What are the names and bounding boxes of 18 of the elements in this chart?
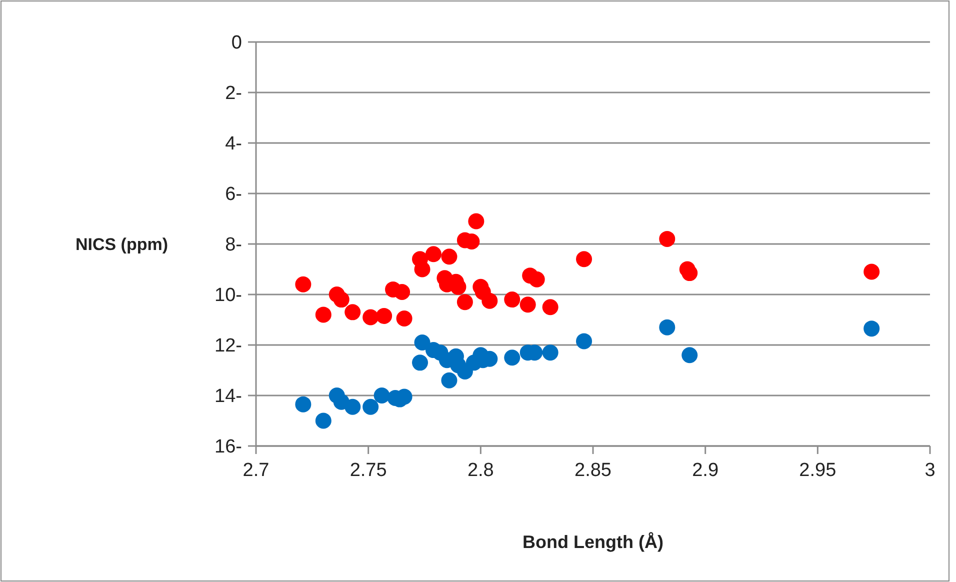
x-tick-label: 2.75 bbox=[350, 460, 387, 481]
y-axis-title: NICS (ppm) bbox=[75, 234, 168, 254]
y-tick-label: 0 bbox=[231, 32, 242, 54]
x-tick-label: 2.8 bbox=[467, 460, 494, 481]
y-tick-label: 16- bbox=[214, 436, 242, 458]
x-tick-label: 2.85 bbox=[574, 460, 612, 481]
y-tick-label: 12- bbox=[214, 336, 242, 357]
x-axis-title: Bond Length (Å) bbox=[522, 532, 664, 552]
x-tick-label: 2.95 bbox=[799, 460, 836, 481]
x-tick-label: 2.7 bbox=[242, 460, 270, 481]
x-tick-label: 2.9 bbox=[692, 460, 719, 481]
x-tick-label: 3 bbox=[924, 460, 936, 481]
y-tick-label: 4- bbox=[225, 134, 242, 155]
y-tick-label: 2- bbox=[225, 83, 242, 104]
y-tick-label: 10- bbox=[214, 285, 242, 306]
y-tick-label: 8- bbox=[225, 234, 242, 256]
y-tick-label: 6- bbox=[225, 184, 242, 206]
y-tick-label: 14- bbox=[214, 386, 242, 408]
